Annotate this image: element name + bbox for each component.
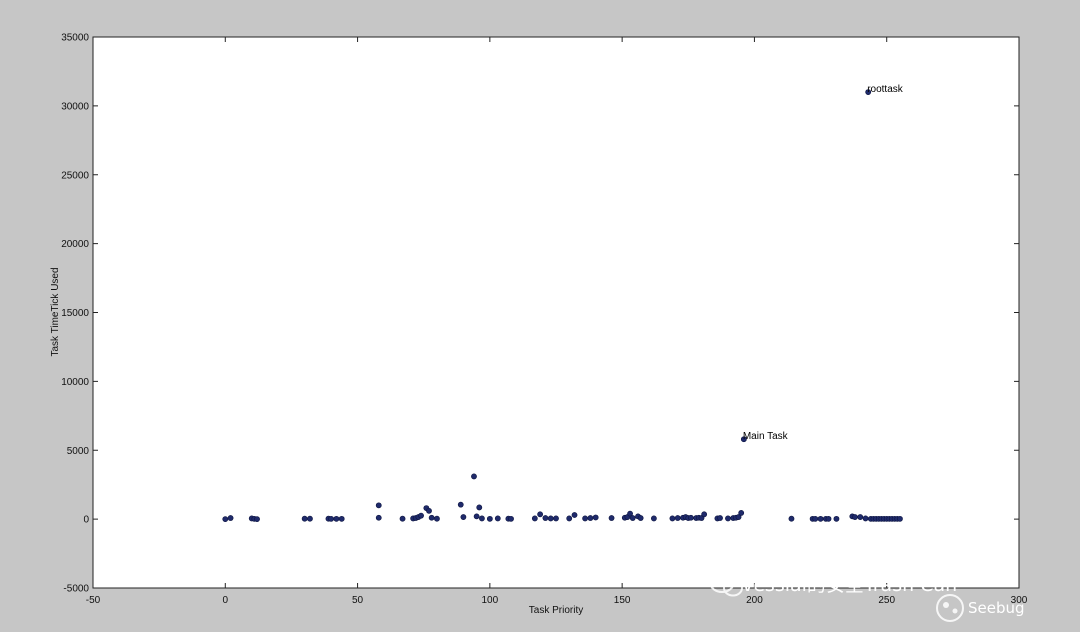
data-point — [494, 515, 501, 522]
points-layer — [222, 89, 903, 523]
data-point — [592, 514, 599, 521]
y-tick-label: 30000 — [61, 101, 89, 112]
data-point — [725, 515, 731, 522]
data-point — [434, 515, 440, 522]
watermark-text: vessial的安全Trash Can — [742, 574, 957, 596]
watermark-brand: Seebug — [968, 599, 1025, 617]
x-tick-label: 100 — [482, 595, 499, 606]
seebug-logo-icon — [936, 594, 964, 622]
data-point — [608, 515, 615, 521]
data-point — [479, 515, 485, 522]
data-point — [460, 514, 467, 520]
y-axis: -5000 0 5000 10000 15000 20000 25000 30000 35000 — [61, 33, 1019, 595]
data-point — [857, 514, 864, 520]
data-point — [865, 89, 872, 95]
data-point — [222, 516, 229, 523]
data-point — [531, 515, 538, 522]
data-point — [375, 502, 382, 509]
data-point — [812, 515, 819, 522]
data-point — [537, 511, 544, 518]
data-point — [418, 512, 424, 519]
data-point — [428, 514, 435, 521]
x-axis-label: Task Priority — [529, 605, 583, 616]
data-point — [738, 510, 745, 516]
data-point — [629, 515, 636, 521]
x-tick-label: 300 — [1011, 595, 1028, 606]
y-tick-label: 15000 — [61, 308, 89, 319]
data-point — [897, 515, 903, 522]
data-point — [582, 515, 589, 522]
data-point — [674, 515, 681, 521]
data-point — [833, 515, 840, 522]
data-point — [717, 515, 723, 521]
data-point — [399, 515, 406, 522]
annotations: roottask Main Task — [743, 84, 904, 442]
data-point — [862, 515, 869, 522]
data-point — [476, 504, 483, 511]
data-point — [669, 515, 676, 522]
data-point — [740, 436, 747, 443]
data-point — [333, 515, 340, 522]
data-point — [688, 514, 694, 521]
data-point — [301, 515, 308, 522]
wechat-icon — [709, 571, 743, 597]
y-tick-label: 35000 — [61, 33, 89, 44]
data-point — [227, 515, 234, 521]
data-point — [553, 515, 559, 522]
data-point — [328, 515, 335, 522]
annotation-label: roottask — [867, 84, 904, 95]
x-tick-label: 50 — [352, 595, 364, 606]
data-point — [307, 515, 313, 522]
y-tick-label: -5000 — [63, 584, 89, 595]
y-axis-label: Task TimeTick Used — [50, 267, 61, 356]
plot-area — [92, 36, 1020, 589]
x-tick-label: 250 — [878, 595, 895, 606]
watermark: vessial的安全Trash Can Seebug — [709, 571, 1025, 622]
y-tick-label: 20000 — [61, 239, 89, 250]
data-point — [457, 501, 464, 508]
data-point — [587, 515, 594, 521]
data-point — [825, 515, 832, 522]
data-point — [547, 515, 554, 522]
data-point — [375, 514, 382, 521]
data-point — [788, 515, 795, 522]
x-tick-label: -50 — [86, 595, 101, 606]
data-point — [650, 515, 657, 522]
y-tick-label: 5000 — [67, 446, 90, 457]
data-point — [542, 515, 549, 521]
data-point — [471, 473, 477, 480]
x-tick-label: 200 — [746, 595, 763, 606]
data-point — [817, 515, 824, 522]
data-point — [426, 507, 432, 514]
annotation-label: Main Task — [743, 431, 789, 442]
data-point — [254, 516, 260, 523]
x-tick-label: 0 — [223, 595, 229, 606]
y-tick-label: 0 — [83, 515, 89, 526]
data-point — [701, 511, 708, 518]
data-point — [338, 515, 345, 522]
x-axis: -50 0 50 100 150 200 250 300 — [86, 37, 1028, 606]
y-tick-label: 10000 — [61, 377, 89, 388]
data-point — [852, 514, 858, 520]
y-tick-label: 25000 — [61, 170, 89, 181]
data-point — [627, 510, 633, 517]
data-point — [637, 515, 644, 521]
data-point — [508, 515, 514, 522]
data-point — [486, 515, 493, 522]
data-point — [735, 514, 742, 520]
data-point — [571, 512, 578, 518]
data-point — [566, 515, 573, 522]
data-point — [473, 513, 480, 520]
x-tick-label: 150 — [614, 595, 631, 606]
